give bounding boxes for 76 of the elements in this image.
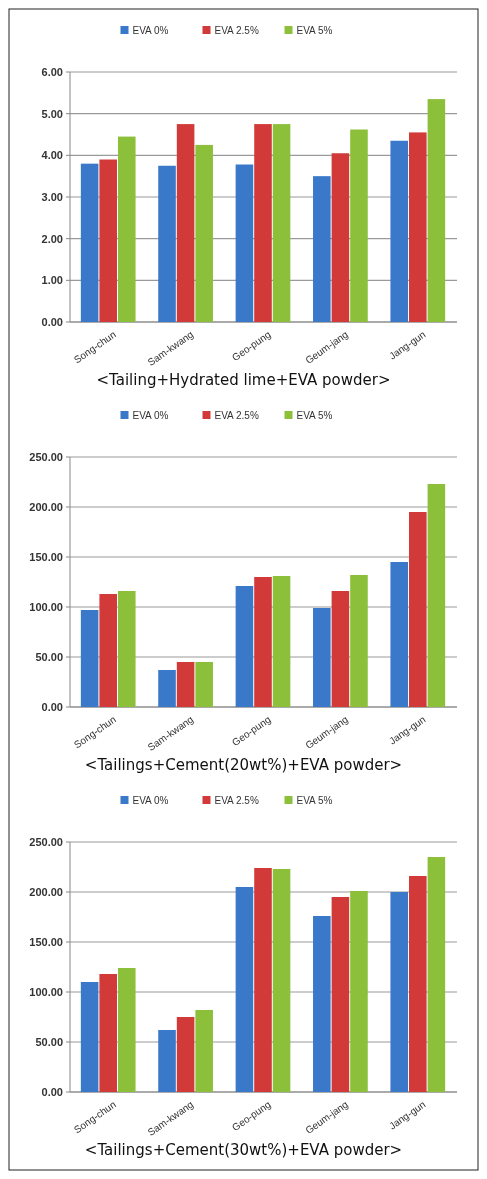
bar: [409, 512, 427, 707]
y-tick-label: 200.00: [29, 885, 63, 898]
bar: [427, 484, 446, 707]
bar: [313, 608, 331, 707]
legend-label: EVA 2.5%: [214, 409, 259, 421]
y-tick-label: 0.00: [41, 1085, 63, 1098]
bar: [409, 132, 427, 322]
y-tick-label: 0.00: [41, 700, 63, 713]
bar: [195, 144, 213, 322]
y-tick-label: 250.00: [29, 450, 63, 463]
y-tick-label: 200.00: [29, 500, 63, 513]
y-tick-label: 150.00: [29, 935, 63, 948]
y-tick-label: 3.00: [41, 190, 63, 203]
bar: [254, 577, 272, 707]
bar: [195, 1010, 213, 1092]
bar: [427, 857, 446, 1092]
y-tick-label: 5.00: [41, 107, 63, 120]
bar: [254, 868, 272, 1092]
bar: [313, 916, 331, 1092]
legend-label: EVA 2.5%: [214, 24, 259, 36]
y-tick-label: 100.00: [29, 985, 63, 998]
legend-label: EVA 0%: [132, 24, 169, 36]
y-tick-label: 6.00: [41, 65, 63, 78]
bar: [331, 153, 350, 322]
bar: [117, 968, 136, 1092]
y-tick-label: 1.00: [41, 274, 63, 287]
bar: [427, 99, 446, 322]
y-tick-label: 0.00: [41, 315, 63, 328]
bar: [117, 136, 136, 322]
bar: [272, 124, 291, 322]
y-tick-label: 50.00: [35, 1035, 63, 1048]
bar: [331, 591, 350, 707]
text: <Tailings+Cement(30wt%)+EVA powder>: [84, 1141, 403, 1159]
bar: [99, 594, 117, 707]
text: <Tailings+Cement(20wt%)+EVA powder>: [84, 756, 403, 774]
y-tick-label: 100.00: [29, 600, 63, 613]
legend-label: EVA 0%: [132, 794, 169, 806]
bar: [176, 1017, 195, 1092]
y-tick-label: 150.00: [29, 550, 63, 563]
bar: [195, 662, 213, 707]
bar: [176, 124, 195, 322]
bar: [390, 140, 409, 322]
legend-label: EVA 5%: [296, 24, 333, 36]
bar: [117, 591, 136, 707]
legend-label: EVA 0%: [132, 409, 169, 421]
bar: [80, 163, 99, 322]
bar: [331, 897, 350, 1092]
bar: [158, 165, 176, 322]
legend-label: EVA 2.5%: [214, 794, 259, 806]
bar: [313, 176, 331, 322]
bar: [390, 562, 409, 707]
bar: [158, 670, 176, 707]
bar: [235, 887, 254, 1092]
bar: [80, 982, 99, 1092]
bar: [99, 159, 117, 322]
y-tick-label: 2.00: [41, 232, 63, 245]
y-tick-label: 250.00: [29, 835, 63, 848]
bar: [176, 662, 195, 707]
bar: [350, 129, 368, 322]
bar: [99, 974, 117, 1092]
text: <Tailing+Hydrated lime+EVA powder>: [96, 371, 391, 389]
bar: [409, 876, 427, 1092]
bar: [158, 1030, 176, 1092]
legend-label: EVA 5%: [296, 409, 333, 421]
bar: [80, 610, 99, 707]
bar: [350, 575, 368, 707]
bar: [235, 586, 254, 707]
legend-label: EVA 5%: [296, 794, 333, 806]
y-tick-label: 50.00: [35, 650, 63, 663]
bar: [235, 164, 254, 322]
bar: [350, 891, 368, 1092]
y-tick-label: 4.00: [41, 149, 63, 162]
bar: [272, 576, 291, 707]
bar: [390, 892, 409, 1092]
bar: [254, 124, 272, 322]
bar: [272, 869, 291, 1092]
